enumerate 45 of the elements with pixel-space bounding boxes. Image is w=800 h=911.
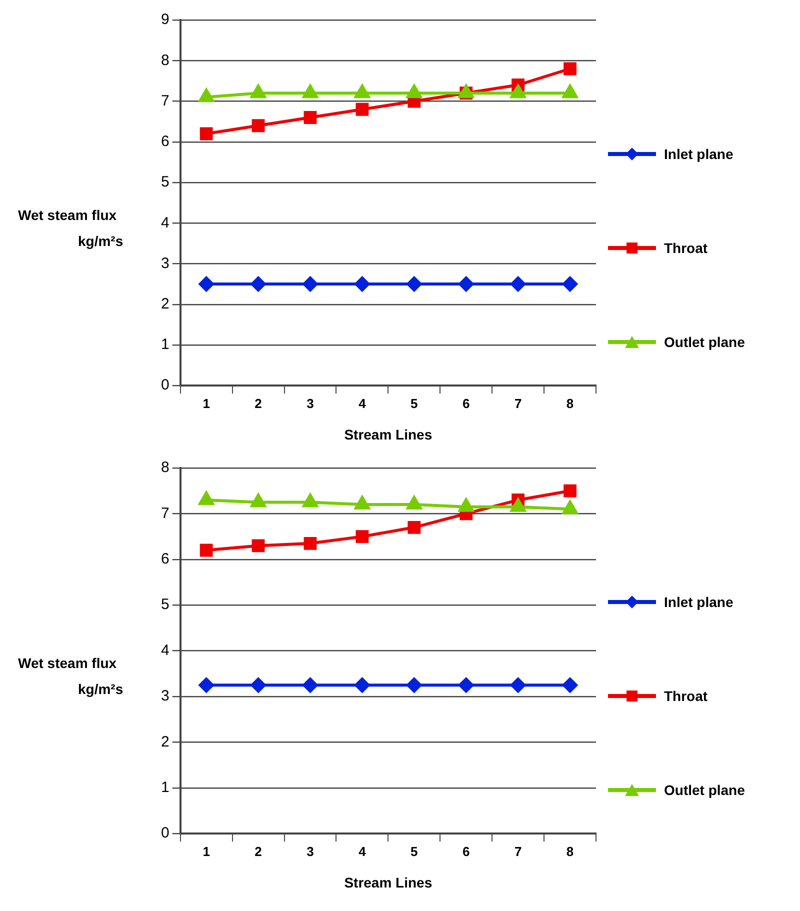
y-axis-title: Wet steam flux kg/m²s xyxy=(17,206,124,251)
y-tick-label: 8 xyxy=(161,459,170,476)
y-tick-label: 1 xyxy=(161,336,170,354)
legend-label: Outlet plane xyxy=(664,334,745,350)
legend-label: Inlet plane xyxy=(664,146,734,162)
x-tick-label: 1 xyxy=(202,844,210,859)
y-tick-label: 6 xyxy=(161,133,170,150)
x-axis-title: Stream Lines xyxy=(344,874,432,890)
y-tick-label: 3 xyxy=(161,254,170,272)
y-tick-label: 1 xyxy=(161,779,170,796)
x-tick-label: 7 xyxy=(514,844,522,859)
x-tick-label: 4 xyxy=(358,396,367,411)
y-tick-label: 3 xyxy=(161,688,170,705)
legend-label: Inlet plane xyxy=(664,594,734,610)
x-tick-label: 8 xyxy=(566,844,574,859)
legend-label: Throat xyxy=(664,240,708,256)
y-tick-label: 6 xyxy=(161,550,170,568)
x-tick-label: 5 xyxy=(410,396,418,411)
x-tick-label: 3 xyxy=(306,396,314,411)
x-tick-label: 3 xyxy=(306,844,314,859)
y-tick-label: 4 xyxy=(161,642,170,659)
x-tick-label: 4 xyxy=(358,844,367,859)
x-tick-label: 5 xyxy=(410,844,418,859)
y-tick-label: 0 xyxy=(161,824,170,842)
x-axis-title: Stream Lines xyxy=(344,426,432,442)
y-tick-label: 7 xyxy=(161,92,170,110)
x-tick-label: 8 xyxy=(566,396,574,411)
y-axis-title: Wet steam flux kg/m²s xyxy=(17,654,124,699)
x-tick-label: 2 xyxy=(254,396,262,411)
x-tick-label: 1 xyxy=(202,396,210,411)
y-tick-label: 9 xyxy=(161,11,170,28)
y-tick-label: 4 xyxy=(161,214,170,232)
legend-label: Outlet plane xyxy=(664,782,745,798)
x-tick-label: 6 xyxy=(462,844,470,859)
y-tick-label: 5 xyxy=(161,174,170,191)
y-tick-label: 5 xyxy=(161,596,170,614)
y-tick-label: 2 xyxy=(161,295,170,312)
y-tick-label: 2 xyxy=(161,733,170,750)
x-tick-label: 2 xyxy=(254,844,262,859)
y-tick-label: 8 xyxy=(161,52,170,69)
legend-label: Throat xyxy=(664,688,708,704)
x-tick-label: 7 xyxy=(514,396,522,411)
y-tick-label: 7 xyxy=(161,504,170,522)
y-tick-label: 0 xyxy=(161,376,170,394)
x-tick-label: 6 xyxy=(462,396,470,411)
